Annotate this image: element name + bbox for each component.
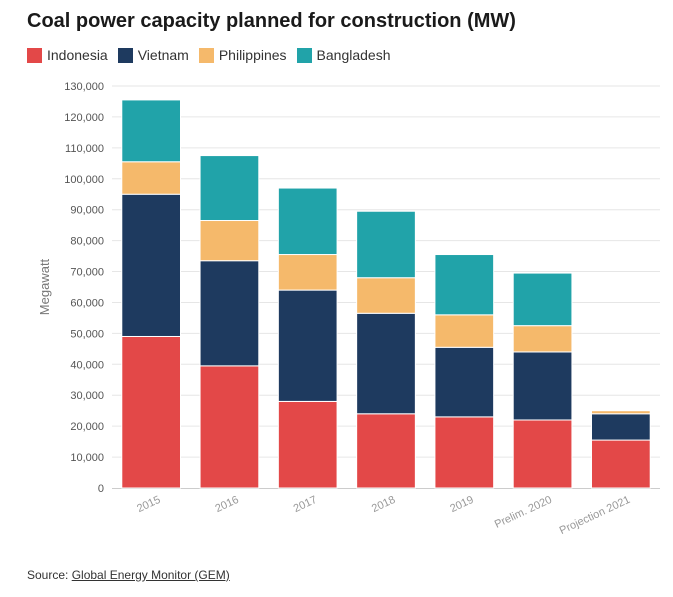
y-axis-label: Megawatt — [37, 258, 52, 315]
y-tick-label: 80,000 — [70, 236, 104, 248]
bar-bangladesh — [434, 254, 495, 316]
chart-legend: Indonesia Vietnam Philippines Bangladesh — [27, 47, 401, 63]
bar-philippines — [356, 277, 416, 314]
bar-bangladesh — [277, 187, 338, 256]
x-tick-label: 2018 — [370, 494, 397, 515]
y-tick-label: 60,000 — [70, 297, 104, 309]
bar-vietnam — [434, 346, 495, 418]
bar-indonesia — [591, 439, 651, 489]
y-tick-label: 20,000 — [70, 421, 104, 433]
bar-vietnam — [121, 193, 181, 337]
legend-swatch — [117, 47, 133, 63]
legend-swatch — [198, 47, 214, 63]
bar-bangladesh — [512, 272, 573, 327]
bar-philippines — [277, 254, 338, 291]
bar-philippines — [121, 161, 181, 195]
y-tick-label: 10,000 — [70, 452, 104, 464]
legend-item-vietnam: Vietnam — [117, 47, 189, 63]
source-link[interactable]: Global Energy Monitor (GEM) — [71, 568, 230, 582]
x-tick-label: Prelim. 2020 — [493, 494, 554, 531]
legend-item-bangladesh: Bangladesh — [296, 47, 391, 63]
legend-swatch — [296, 47, 312, 63]
bar-indonesia — [356, 413, 416, 489]
y-tick-label: 30,000 — [70, 390, 104, 402]
legend-label: Bangladesh — [316, 47, 391, 63]
bar-bangladesh — [121, 99, 181, 163]
bar-philippines — [512, 325, 573, 353]
legend-label: Philippines — [218, 47, 287, 63]
y-axis-ticks: 0 10,000 20,000 30,000 40,000 50,000 60,000 70,… — [64, 81, 104, 495]
bars — [121, 99, 651, 489]
source-note: Source: Global Energy Monitor (GEM) — [27, 568, 230, 582]
legend-item-indonesia: Indonesia — [27, 47, 108, 63]
legend-swatch — [27, 47, 42, 63]
x-tick-label: 2017 — [292, 494, 319, 515]
bar-indonesia — [277, 400, 338, 489]
y-tick-label: 120,000 — [64, 112, 104, 124]
y-tick-label: 70,000 — [70, 267, 104, 279]
legend-label: Vietnam — [137, 47, 189, 63]
bar-vietnam — [199, 260, 260, 367]
bar-vietnam — [512, 351, 573, 421]
y-tick-label: 100,000 — [64, 174, 104, 186]
bar-vietnam — [356, 312, 416, 415]
bar-bangladesh — [199, 155, 260, 222]
y-tick-label: 130,000 — [64, 81, 104, 93]
bar-bangladesh — [356, 210, 416, 279]
bar-indonesia — [512, 419, 573, 489]
y-tick-label: 50,000 — [70, 328, 104, 340]
x-tick-label: 2015 — [135, 494, 162, 515]
x-axis-ticks: 2015 2016 2017 2018 2019 Prelim. 2020 Projecti… — [135, 494, 632, 537]
bar-philippines — [434, 314, 495, 348]
x-tick-label: Projection 2021 — [558, 494, 632, 537]
bar-philippines — [199, 220, 260, 262]
bar-indonesia — [434, 416, 495, 489]
bar-philippines — [591, 410, 651, 415]
y-tick-label: 90,000 — [70, 205, 104, 217]
legend-item-philippines: Philippines — [198, 47, 287, 63]
y-tick-label: 40,000 — [70, 359, 104, 371]
source-prefix: Source: — [27, 568, 72, 582]
y-tick-label: 110,000 — [65, 143, 104, 155]
x-tick-label: 2016 — [213, 494, 240, 515]
legend-label: Indonesia — [47, 47, 108, 63]
bar-vietnam — [277, 289, 338, 402]
y-tick-label: 0 — [98, 483, 104, 495]
bar-indonesia — [199, 365, 260, 489]
bar-indonesia — [121, 335, 181, 489]
bar-vietnam — [591, 413, 651, 441]
chart-title: Coal power capacity planned for construc… — [27, 10, 516, 32]
x-tick-label: 2019 — [448, 494, 475, 515]
